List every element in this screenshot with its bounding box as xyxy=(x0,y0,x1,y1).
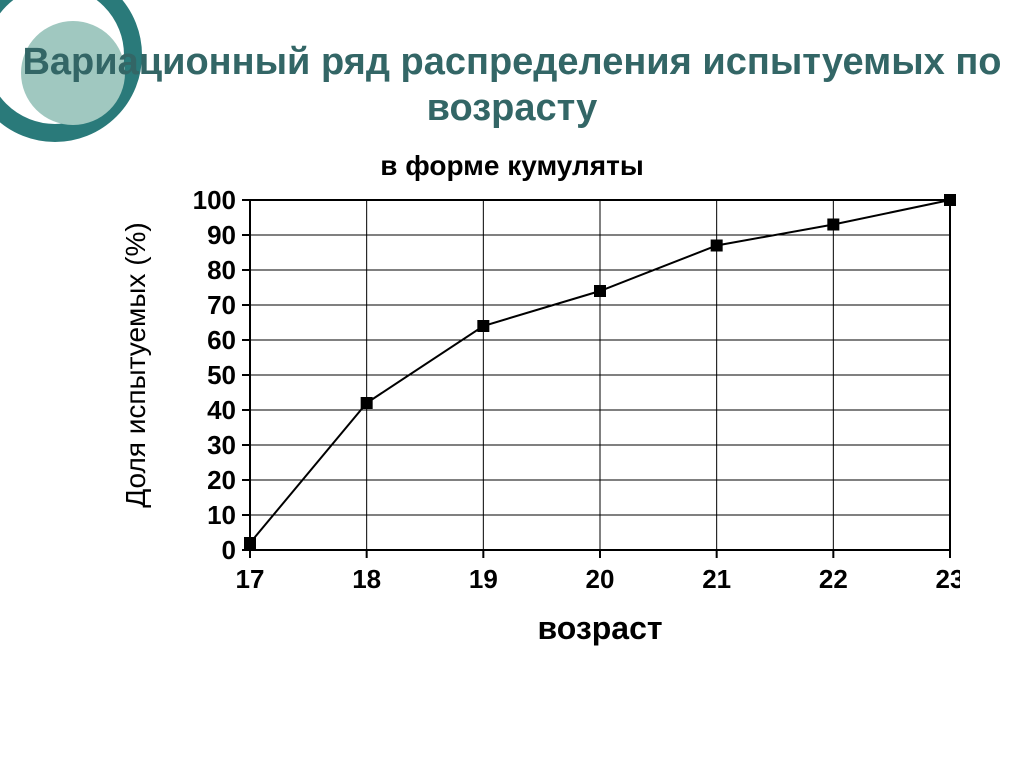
y-tick-label: 60 xyxy=(207,325,236,355)
data-marker xyxy=(594,285,606,297)
y-tick-label: 30 xyxy=(207,430,236,460)
data-marker xyxy=(711,240,723,252)
page-title: Вариационный ряд распределения испытуемы… xyxy=(0,40,1024,131)
data-marker xyxy=(244,537,256,549)
x-tick-label: 17 xyxy=(236,564,265,594)
x-tick-label: 22 xyxy=(819,564,848,594)
chart-container: 17 18 19 20 21 22 23 0 10 20 30 40 50 60 70 80 90 100 Дол… xyxy=(80,150,980,710)
data-marker xyxy=(477,320,489,332)
x-tick-label: 20 xyxy=(586,564,615,594)
y-tick-label: 20 xyxy=(207,465,236,495)
x-axis-label: возраст xyxy=(250,610,950,647)
slide: Вариационный ряд распределения испытуемы… xyxy=(0,0,1024,767)
y-tick-label: 0 xyxy=(222,535,236,565)
x-tick-label: 18 xyxy=(352,564,381,594)
x-tick-label: 19 xyxy=(469,564,498,594)
y-tick-label: 100 xyxy=(193,185,236,215)
y-axis-label: Доля испытуемых (%) xyxy=(120,190,152,540)
y-tick-label: 10 xyxy=(207,500,236,530)
data-marker xyxy=(827,219,839,231)
y-tick-label: 40 xyxy=(207,395,236,425)
y-tick-label: 70 xyxy=(207,290,236,320)
y-tick-label: 90 xyxy=(207,220,236,250)
y-tick-label: 80 xyxy=(207,255,236,285)
cumulative-line-chart: 17 18 19 20 21 22 23 0 10 20 30 40 50 60 70 80 90 100 xyxy=(80,150,960,670)
y-tick-label: 50 xyxy=(207,360,236,390)
x-tick-label: 21 xyxy=(702,564,731,594)
x-tick-label: 23 xyxy=(936,564,960,594)
data-marker xyxy=(361,397,373,409)
data-marker xyxy=(944,194,956,206)
